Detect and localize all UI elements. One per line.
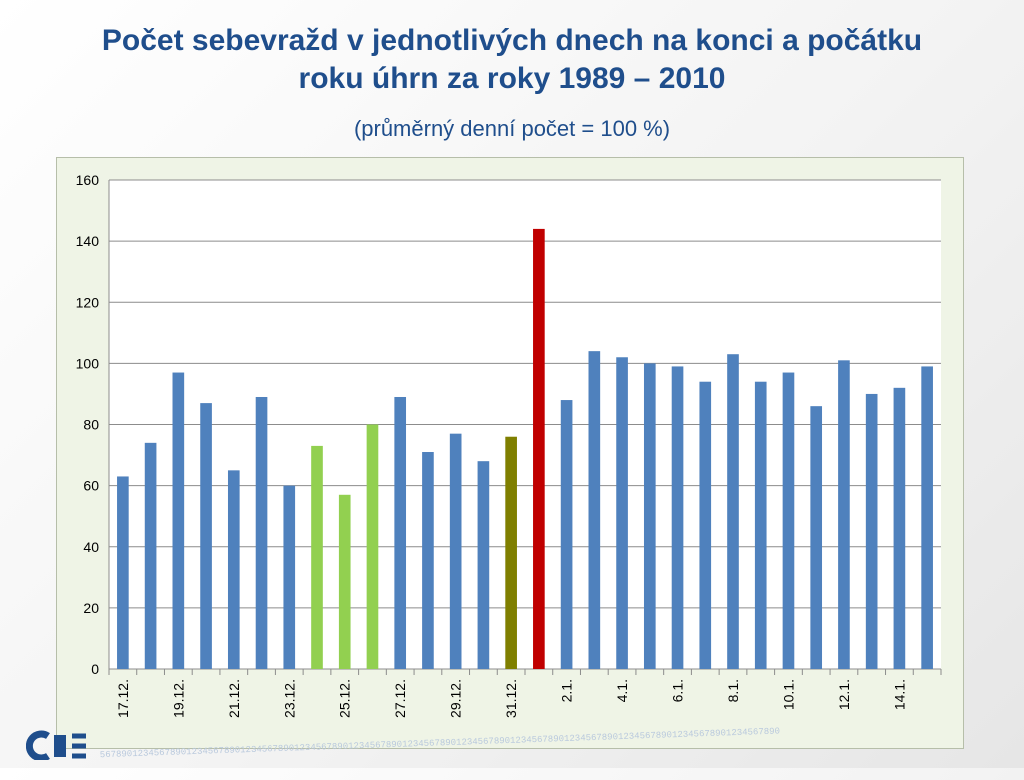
bar [449, 433, 462, 669]
y-tick-label: 40 [83, 539, 99, 555]
y-tick-label: 20 [83, 600, 99, 616]
y-tick-label: 80 [83, 417, 99, 433]
bar [560, 400, 573, 669]
x-tick-label: 14.1. [891, 679, 907, 710]
slide-title-line-1: Počet sebevražd v jednotlivých dnech na … [101, 24, 923, 57]
bar [422, 452, 434, 669]
bar [477, 461, 490, 669]
y-tick-label: 60 [83, 478, 99, 494]
bar-chart: 0 20 40 60 80 100 120 140 160 17.12. 19.12. 21.12. 2… [76, 172, 942, 718]
x-tick-label: 25.12. [337, 679, 353, 718]
x-tick-label: 21.12. [226, 679, 242, 718]
bar [838, 360, 850, 669]
y-tick-label: 120 [76, 294, 100, 310]
y-tick-label: 100 [76, 355, 100, 371]
bar [394, 396, 407, 669]
bar [616, 357, 628, 669]
bar [671, 366, 684, 669]
x-tick-label: 19.12. [170, 679, 186, 718]
y-tick-label: 140 [76, 233, 100, 249]
bar [533, 228, 545, 669]
x-tick-label: 10.1. [780, 679, 796, 710]
x-tick-label: 29.12. [448, 679, 464, 718]
y-tick-label: 0 [91, 661, 99, 677]
bar [588, 351, 601, 669]
bar [366, 424, 379, 669]
y-tick-label: 160 [76, 172, 100, 188]
bar [311, 445, 323, 669]
bar [505, 436, 517, 669]
bar [338, 494, 351, 669]
slide-subtitle: (průměrný denní počet = 100 %) [353, 116, 671, 141]
bar [255, 396, 268, 669]
czso-logo-icon [26, 730, 86, 760]
x-tick-label: 6.1. [670, 679, 686, 702]
slide-title-line-2: roku úhrn za roky 1989 – 2010 [298, 62, 726, 95]
bar [810, 406, 823, 669]
bar [865, 393, 878, 669]
bar [699, 381, 712, 669]
x-tick-label: 27.12. [392, 679, 408, 718]
x-tick-label: 17.12. [115, 679, 131, 718]
bar [144, 442, 157, 669]
slide-title: Počet sebevražd v jednotlivých dnech na … [0, 22, 1024, 98]
bar [754, 381, 767, 669]
bar [117, 476, 129, 669]
bar [921, 366, 933, 669]
bar [893, 387, 906, 669]
x-tick-label: 4.1. [614, 679, 630, 702]
x-tick-label: 8.1. [725, 679, 741, 702]
x-tick-label: 2.1. [559, 679, 575, 702]
bar [643, 363, 656, 669]
bar [283, 485, 296, 669]
x-tick-label: 31.12. [503, 679, 519, 718]
bar [727, 354, 739, 669]
bar [172, 372, 185, 669]
bar [227, 470, 240, 669]
bar [782, 372, 795, 669]
x-tick-label: 23.12. [281, 679, 297, 718]
x-tick-label: 12.1. [836, 679, 852, 710]
bar [200, 403, 212, 669]
chart-frame: 0 20 40 60 80 100 120 140 160 17.12. 19.12. 21.12. 2… [56, 157, 964, 749]
